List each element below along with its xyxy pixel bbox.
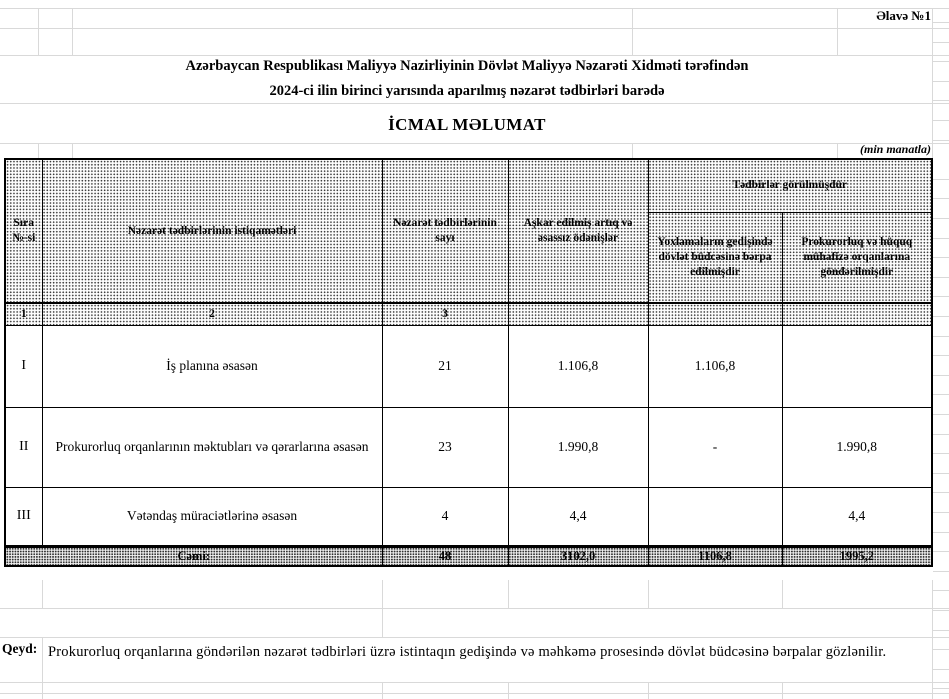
header-measure-count: Nəzarət tədbirlərinin sayı (381, 158, 509, 304)
count-cell: 23 (381, 406, 509, 488)
report-title-line1: Azərbaycan Respublikası Maliyyə Nazirliy… (185, 58, 749, 74)
direction-cell: İş planına əsasən (41, 324, 383, 408)
table-row: I İş planına əsasən 21 1.106,8 1.106,8 (4, 324, 933, 408)
column-number-5 (647, 302, 783, 326)
report-subtitle: İCMAL MƏLUMAT (388, 115, 546, 134)
column-number-4 (507, 302, 649, 326)
row-number-cell: III (4, 486, 43, 547)
column-number-3: 3 (381, 302, 509, 326)
sent-cell (781, 324, 933, 408)
summary-table: Sıra №-si Nəzarət tədbirlərinin istiqamə… (4, 158, 934, 567)
found-cell: 1.106,8 (507, 324, 649, 408)
sent-cell: 1.990,8 (781, 406, 933, 488)
restored-cell (647, 486, 783, 547)
column-number-1: 1 (4, 302, 43, 326)
note-text: Prokurorluq orqanlarına göndərilən nəzar… (48, 644, 887, 660)
row-number-cell: I (4, 324, 43, 408)
found-cell: 1.990,8 (507, 406, 649, 488)
header-restored-to-budget: Yoxlamaların gedişində dövlət büdcəsinə … (647, 211, 783, 304)
table-row: III Vətəndaş müraciətlərinə əsasən 4 4,4… (4, 486, 933, 547)
column-number-2: 2 (41, 302, 383, 326)
header-measures-taken-group: Tədbirlər görülmüşdür (647, 158, 933, 213)
table-row: II Prokurorluq orqanlarının məktubları v… (4, 406, 933, 488)
total-label-cell: Cəmi: (4, 544, 383, 566)
unit-note: (min manatla) (859, 142, 931, 156)
total-found-cell: 3102,0 (507, 544, 649, 566)
header-sent-to-prosecutors: Prokurorluq və hüquq mühafizə orqanların… (781, 211, 933, 304)
total-row: Cəmi: 48 3102,0 1106,8 1995,2 (4, 544, 933, 566)
report-title-line2: 2024-ci ilin birinci yarısında aparılmış… (269, 83, 665, 99)
header-found-payments: Aşkar edilmiş artıq və əsassız ödənişlər (507, 158, 649, 304)
header-order-number: Sıra №-si (4, 158, 43, 304)
row-number-cell: II (4, 406, 43, 488)
annex-label: Əlavə №1 (876, 8, 931, 23)
total-count-cell: 48 (381, 544, 509, 566)
direction-cell: Prokurorluq orqanlarının məktubları və q… (41, 406, 383, 488)
restored-cell: - (647, 406, 783, 488)
column-number-6 (781, 302, 933, 326)
header-directions-label: Nəzarət tədbirlərinin istiqamətləri (127, 224, 297, 237)
total-sent-cell: 1995,2 (781, 544, 933, 566)
found-cell: 4,4 (507, 486, 649, 547)
direction-cell: Vətəndaş müraciətlərinə əsasən (41, 486, 383, 547)
count-cell: 4 (381, 486, 509, 547)
note-label: Qeyd: (2, 641, 38, 656)
sent-cell: 4,4 (781, 486, 933, 547)
count-cell: 21 (381, 324, 509, 408)
restored-cell: 1.106,8 (647, 324, 783, 408)
total-restored-cell: 1106,8 (647, 544, 783, 566)
header-directions: Nəzarət tədbirlərinin istiqamətləri (41, 158, 383, 304)
